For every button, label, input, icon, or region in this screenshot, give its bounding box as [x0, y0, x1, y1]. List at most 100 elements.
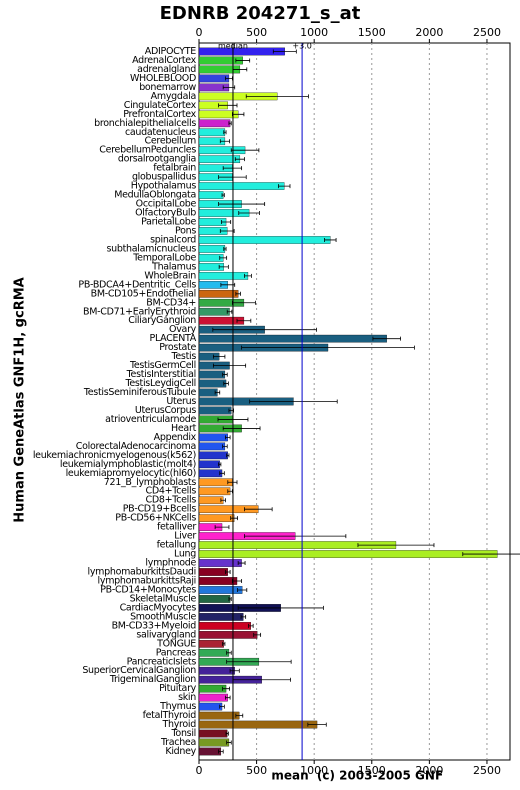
error-bar [238, 211, 260, 216]
error-bar [221, 193, 225, 198]
error-bar [235, 291, 241, 296]
error-bar [219, 139, 230, 144]
y-tick-label: CardiacMyocytes [120, 602, 197, 613]
error-bar [228, 121, 232, 126]
bar [198, 128, 226, 137]
error-bar [229, 668, 240, 673]
y-tick-label: Thyroid [161, 719, 196, 730]
error-bar [222, 686, 230, 691]
bar [198, 119, 231, 128]
bar [198, 487, 231, 496]
x-tick-label: 500 [246, 26, 267, 39]
bar [198, 639, 224, 648]
y-tick-label: ColorectalAdenocarcinoma [76, 441, 196, 452]
y-tick-label: OccipitalLobe [136, 199, 197, 210]
y-tick-label: Appendix [154, 432, 197, 443]
error-bar [307, 722, 327, 727]
reference-label: median [218, 42, 248, 51]
y-tick-label: SmoothMuscle [130, 611, 196, 622]
y-tick-label: PrefrontalCortex [123, 109, 196, 120]
y-tick-label: PB-BDCA4+Dentritic_Cells [78, 279, 196, 290]
y-tick-label: leukemiachronicmyelogenous(k562) [33, 450, 196, 461]
error-bar [218, 749, 224, 754]
x-tick-label: 1500 [358, 26, 386, 39]
y-tick-label: Prostate [159, 342, 196, 353]
error-bar [219, 228, 235, 233]
bar [198, 747, 222, 756]
error-bar [218, 202, 266, 207]
error-bar [226, 650, 232, 655]
bar [198, 613, 244, 621]
y-tick-label: atrioventricularnode [105, 414, 196, 425]
y-tick-label: PancreaticIslets [127, 656, 197, 667]
y-tick-label: leukemiapromyelocytic(hl60) [66, 468, 196, 479]
y-tick-label: PB-CD14+Monocytes [100, 584, 196, 595]
error-bar [236, 318, 252, 323]
y-tick-label: Testis [171, 351, 197, 362]
error-bar [220, 498, 226, 503]
y-tick-label: PB-CD19+Bcells [123, 504, 197, 515]
x-tick-label: 2000 [415, 764, 443, 777]
bar [198, 74, 230, 83]
error-bar [222, 166, 243, 171]
y-tick-label: skin [178, 692, 196, 703]
credit: (c) 2003-2005 GNF [317, 769, 443, 783]
error-bar [232, 300, 256, 305]
bar [198, 631, 258, 639]
y-tick-label: TemporalLobe [132, 252, 196, 263]
error-bar [244, 273, 252, 278]
error-bar [244, 507, 273, 512]
x-tick-label: 2500 [473, 764, 501, 777]
error-bar [219, 704, 225, 709]
y-tick-label: Trachea [160, 737, 196, 748]
error-bar [225, 76, 233, 81]
error-bar [222, 444, 228, 449]
y-tick-label: leukemialymphoblastic(molt4) [60, 459, 196, 470]
bar [198, 693, 228, 702]
reference-label: +3.0 [292, 42, 311, 51]
bar [198, 289, 239, 298]
x-tick-label: 1500 [358, 764, 386, 777]
bar [198, 514, 235, 523]
y-tick-label: 721_B_lymphoblasts [104, 477, 197, 488]
error-bar [218, 175, 247, 180]
y-tick-label: ParietalLobe [141, 217, 196, 228]
bar [198, 433, 228, 442]
y-tick-label: BM-CD33+Myeloid [112, 620, 197, 631]
error-bar [223, 381, 229, 386]
bar [198, 577, 238, 585]
bar [198, 496, 224, 505]
error-bar [245, 94, 309, 99]
error-bar [357, 543, 435, 548]
y-tick-label: globuspallidus [132, 172, 196, 183]
y-tick-label: spinalcord [150, 234, 196, 245]
y-tick-label: bronchialepithelialcells [94, 118, 196, 129]
error-bar [234, 157, 245, 162]
error-bar [249, 399, 338, 404]
bar [198, 568, 228, 576]
y-tick-label: Pancreas [156, 647, 197, 658]
bar [198, 666, 235, 675]
error-bar [237, 605, 324, 610]
y-tick-label: CingulateCortex [124, 100, 197, 111]
y-tick-label: Heart [171, 423, 197, 434]
error-bar [227, 480, 238, 485]
error-bar [225, 731, 229, 736]
bar [198, 478, 233, 487]
y-tick-label: fetalbrain [153, 163, 196, 174]
bar [198, 720, 318, 729]
error-bar [225, 695, 231, 700]
y-tick-label: lymphnode [145, 558, 196, 569]
error-bar [244, 534, 347, 539]
error-bar [235, 58, 251, 63]
y-tick-label: CiliaryGanglion [128, 315, 196, 326]
error-bar [220, 282, 236, 287]
bar [198, 155, 241, 164]
y-tick-label: WholeBrain [144, 270, 196, 281]
error-bar [212, 354, 226, 359]
y-tick-label: fetalThyroid [143, 710, 197, 721]
x-tick-label: 500 [246, 764, 267, 777]
error-bar [221, 220, 232, 225]
error-bar [372, 336, 401, 341]
error-bar [225, 570, 231, 575]
